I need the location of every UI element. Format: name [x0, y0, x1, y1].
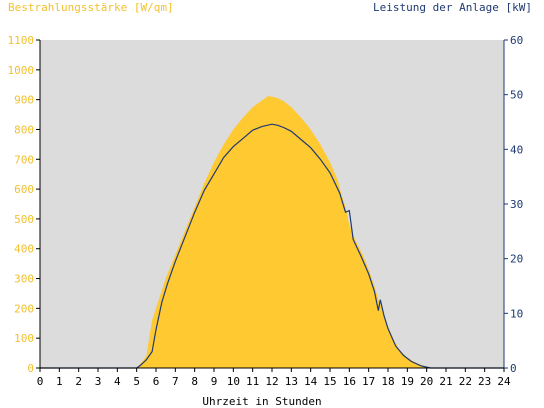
- x-tick-label: 9: [211, 375, 218, 388]
- y-left-tick-label: 500: [14, 213, 34, 226]
- y-right-tick-label: 50: [510, 89, 523, 102]
- x-tick-label: 7: [172, 375, 179, 388]
- y-right-tick-label: 60: [510, 34, 523, 47]
- y-left-tick-label: 600: [14, 183, 34, 196]
- y-left-tick-label: 700: [14, 153, 34, 166]
- y-left-tick-label: 400: [14, 243, 34, 256]
- power-line: [40, 123, 504, 369]
- x-tick-label: 14: [304, 375, 318, 388]
- x-tick-label: 6: [153, 375, 160, 388]
- left-axis-title: Bestrahlungsstärke [W/qm]: [8, 1, 174, 14]
- x-tick-label: 5: [133, 375, 140, 388]
- y-left-tick-label: 100: [14, 332, 34, 345]
- y-left-tick-label: 0: [27, 362, 34, 375]
- y-left-tick-label: 900: [14, 94, 34, 107]
- x-tick-label: 10: [227, 375, 240, 388]
- right-axis-title: Leistung der Anlage [kW]: [373, 1, 532, 14]
- x-tick-label: 19: [401, 375, 414, 388]
- x-tick-label: 12: [265, 375, 278, 388]
- x-tick-label: 17: [362, 375, 375, 388]
- x-tick-label: 8: [191, 375, 198, 388]
- x-tick-label: 18: [381, 375, 394, 388]
- x-tick-label: 22: [459, 375, 472, 388]
- irradiance-area: [40, 96, 504, 368]
- x-tick-label: 1: [56, 375, 63, 388]
- y-left-tick-label: 800: [14, 123, 34, 136]
- x-tick-label: 13: [285, 375, 298, 388]
- y-right-tick-label: 10: [510, 307, 523, 320]
- series-layer: [40, 96, 504, 369]
- x-tick-label: 11: [246, 375, 259, 388]
- y-left-tick-label: 200: [14, 302, 34, 315]
- x-tick-label: 15: [323, 375, 336, 388]
- y-right-tick-label: 30: [510, 198, 523, 211]
- x-tick-label: 16: [343, 375, 356, 388]
- y-left-tick-label: 1100: [8, 34, 35, 47]
- y-left-tick-label: 300: [14, 273, 34, 286]
- y-right-tick-label: 40: [510, 143, 523, 156]
- y-left-tick-label: 1000: [8, 64, 35, 77]
- x-tick-label: 3: [95, 375, 102, 388]
- y-right-tick-label: 20: [510, 253, 523, 266]
- y-right-tick-label: 0: [510, 362, 517, 375]
- x-tick-label: 2: [75, 375, 82, 388]
- x-tick-label: 24: [497, 375, 511, 388]
- x-tick-label: 21: [439, 375, 452, 388]
- ticks-layer: 0100200300400500600700800900100011000102…: [8, 34, 524, 388]
- x-tick-label: 20: [420, 375, 433, 388]
- x-tick-label: 4: [114, 375, 121, 388]
- x-axis-title: Uhrzeit in Stunden: [202, 395, 321, 408]
- x-tick-label: 0: [37, 375, 44, 388]
- x-tick-label: 23: [478, 375, 491, 388]
